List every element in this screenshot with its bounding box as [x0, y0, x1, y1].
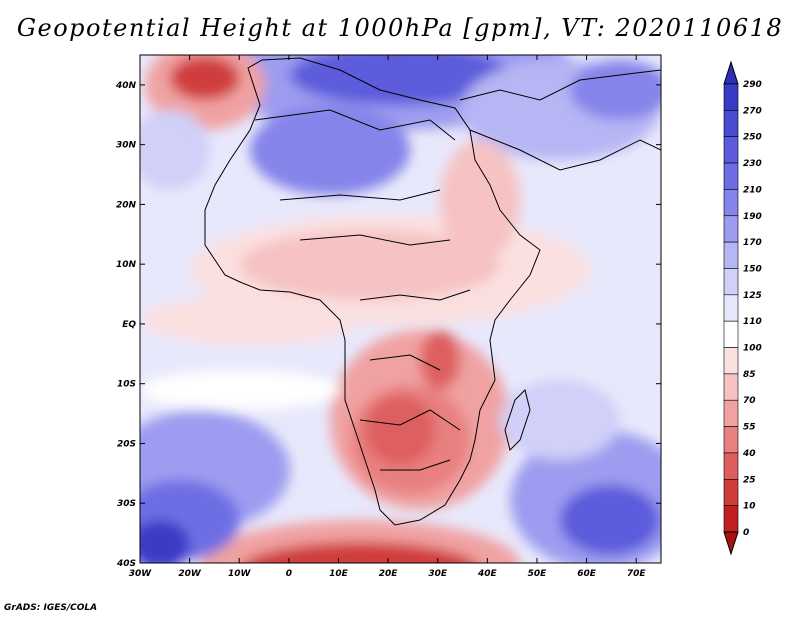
- colorbar-swatch: [723, 320, 739, 348]
- x-tick-label: 30W: [129, 569, 153, 579]
- colorbar-label: 250: [743, 133, 762, 143]
- y-tick-label: 20S: [117, 439, 136, 449]
- x-tick-label: 50E: [528, 569, 548, 579]
- x-tick-label: 20E: [379, 569, 399, 579]
- y-tick-label: 10N: [116, 260, 137, 270]
- x-tick-label: 10W: [228, 569, 252, 579]
- x-tick-label: 0: [286, 569, 292, 579]
- colorbar: 2902702502302101901701501251101008570554…: [723, 60, 762, 556]
- y-tick-label: 40N: [115, 81, 137, 91]
- colorbar-swatch: [723, 136, 739, 164]
- colorbar-swatch: [723, 162, 739, 190]
- map-frame: [139, 54, 662, 564]
- colorbar-label: 230: [743, 159, 762, 169]
- axis-ticks: 30W 20W 10W 0 10E 20E 30E 40E 50E 60E 70E 40S 30S 20S…: [115, 55, 661, 579]
- y-tick-label: 30S: [117, 499, 136, 509]
- y-tick-label: 30N: [116, 141, 137, 151]
- map-title: Geopotential Height at 1000hPa [gpm], VT…: [16, 14, 784, 42]
- colorbar-swatch: [723, 373, 739, 401]
- x-tick-label: 30E: [428, 569, 448, 579]
- colorbar-label: 10: [743, 502, 756, 512]
- colorbar-swatch: [723, 83, 739, 111]
- colorbar-label: 25: [743, 475, 756, 485]
- colorbar-swatch: [723, 399, 739, 427]
- footer-credit: GrADS: IGES/COLA: [4, 603, 98, 613]
- colorbar-swatch: [723, 294, 739, 322]
- colorbar-label: 0: [743, 528, 749, 538]
- colorbar-label: 190: [743, 212, 762, 222]
- colorbar-label: 290: [743, 80, 762, 90]
- coastlines: [204, 57, 661, 526]
- colorbar-top-arrow: [723, 60, 739, 85]
- colorbar-label: 210: [743, 185, 762, 195]
- colorbar-swatch: [723, 189, 739, 217]
- x-tick-label: 40E: [477, 569, 498, 579]
- y-tick-label: 10S: [117, 380, 136, 390]
- geopotential-shading: [140, 55, 661, 563]
- colorbar-label: 125: [743, 291, 762, 301]
- colorbar-label: 40: [742, 449, 756, 459]
- colorbar-label: 70: [743, 396, 756, 406]
- colorbar-label: 150: [743, 264, 762, 274]
- colorbar-label: 55: [743, 423, 756, 433]
- colorbar-swatch: [723, 426, 739, 454]
- colorbar-swatch: [723, 268, 739, 296]
- y-tick-label: 40S: [116, 559, 136, 569]
- colorbar-label: 110: [743, 317, 762, 327]
- colorbar-swatch: [723, 215, 739, 243]
- colorbar-swatch: [723, 505, 739, 533]
- colorbar-label: 85: [743, 370, 756, 380]
- x-tick-label: 10E: [329, 569, 349, 579]
- colorbar-swatch: [723, 241, 739, 269]
- colorbar-label: 270: [743, 106, 762, 116]
- x-tick-label: 20W: [178, 569, 202, 579]
- colorbar-swatch: [723, 347, 739, 375]
- colorbar-bottom-arrow: [723, 531, 739, 556]
- x-tick-label: 60E: [577, 569, 597, 579]
- colorbar-label: 170: [743, 238, 762, 248]
- colorbar-swatch: [723, 110, 739, 138]
- colorbar-swatch: [723, 452, 739, 480]
- colorbar-swatch: [723, 478, 739, 506]
- y-tick-label: EQ: [122, 320, 136, 330]
- y-tick-label: 20N: [116, 200, 137, 210]
- colorbar-label: 100: [743, 344, 762, 354]
- x-tick-label: 70E: [627, 569, 647, 579]
